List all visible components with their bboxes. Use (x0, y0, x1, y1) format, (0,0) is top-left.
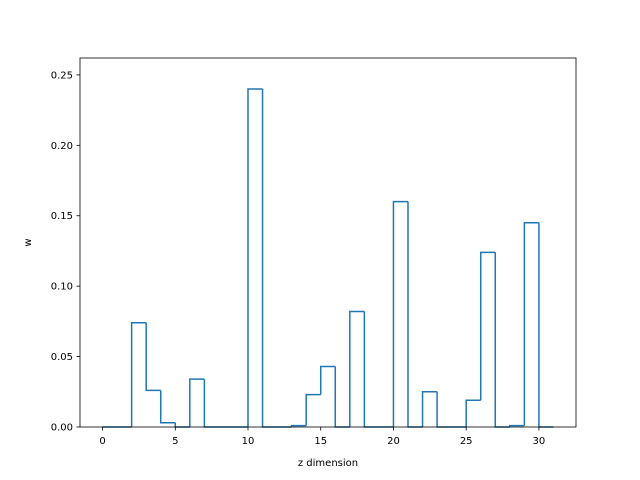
histogram-bin-6 (189, 378, 205, 427)
x-axis-label: z dimension (298, 458, 358, 469)
histogram-bin-25 (465, 399, 481, 427)
x-tick-label: 25 (460, 436, 473, 447)
x-tick-label: 10 (242, 436, 255, 447)
histogram-bin-15 (319, 365, 336, 395)
y-tick-label: 0.05 (51, 352, 73, 363)
histogram-bin-4 (159, 390, 176, 424)
y-tick-label: 0.20 (51, 141, 73, 152)
histogram-bin-22 (421, 391, 438, 427)
histogram-bin-26 (479, 251, 496, 401)
y-tick-label: 0.00 (51, 423, 73, 434)
histogram-bin-13 (290, 424, 307, 427)
x-tick-label: 20 (387, 436, 400, 447)
histogram-bin-14 (305, 393, 321, 426)
y-tick-label: 0.10 (51, 282, 73, 293)
histogram-bin-29 (523, 222, 539, 426)
y-tick-label: 0.25 (51, 70, 73, 81)
histogram-bin-28 (509, 424, 525, 427)
y-axis-label: w (23, 238, 34, 246)
histogram-bin-3 (145, 322, 161, 392)
histogram-bin-2 (130, 322, 147, 427)
x-tick-label: 30 (533, 436, 546, 447)
x-tick-label: 15 (314, 436, 327, 447)
plot-area-frame (79, 57, 577, 428)
histogram-bin-17 (349, 310, 365, 427)
x-axis-ticks: 0 5 10 15 20 25 30 (99, 427, 545, 447)
histogram-bin-10 (247, 88, 263, 427)
histogram-bin-20 (392, 200, 408, 427)
y-tick-label: 0.15 (51, 211, 73, 222)
x-tick-label: 5 (172, 436, 178, 447)
y-axis-ticks: 0.00 0.05 0.10 0.15 0.20 0.25 (51, 70, 80, 434)
x-tick-label: 0 (99, 436, 105, 447)
